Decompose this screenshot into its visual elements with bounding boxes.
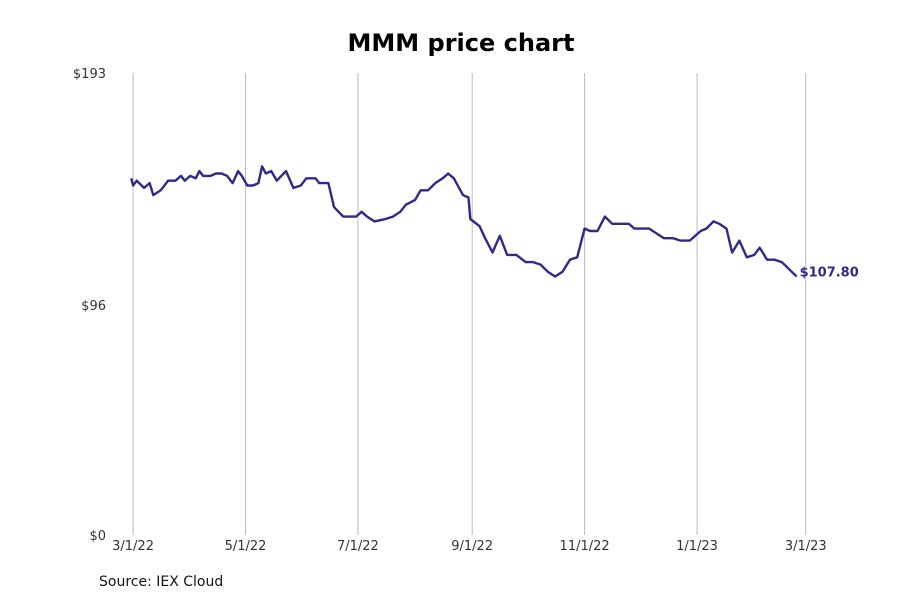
x-axis-ticks: 3/1/22 5/1/22 7/1/22 9/1/22 11/1/22 1/1/23 3/1… (112, 539, 827, 554)
y-axis-ticks: $0 $96 $193 (73, 67, 106, 544)
x-tick-label: 1/1/23 (676, 539, 718, 554)
y-tick-label: $193 (73, 67, 106, 82)
x-tick-label: 9/1/22 (451, 539, 493, 554)
y-tick-label: $0 (89, 529, 106, 544)
y-tick-label: $96 (81, 299, 106, 314)
gridlines (132, 73, 807, 535)
chart-title: MMM price chart (348, 29, 575, 57)
x-tick-label: 5/1/22 (225, 539, 267, 554)
x-tick-label: 3/1/23 (785, 539, 827, 554)
price-series-line (130, 165, 798, 278)
x-tick-label: 7/1/22 (337, 539, 379, 554)
last-price-label: $107.80 (800, 265, 859, 280)
source-note: Source: IEX Cloud (99, 574, 224, 590)
x-tick-label: 3/1/22 (112, 539, 154, 554)
x-tick-label: 11/1/22 (560, 539, 610, 554)
